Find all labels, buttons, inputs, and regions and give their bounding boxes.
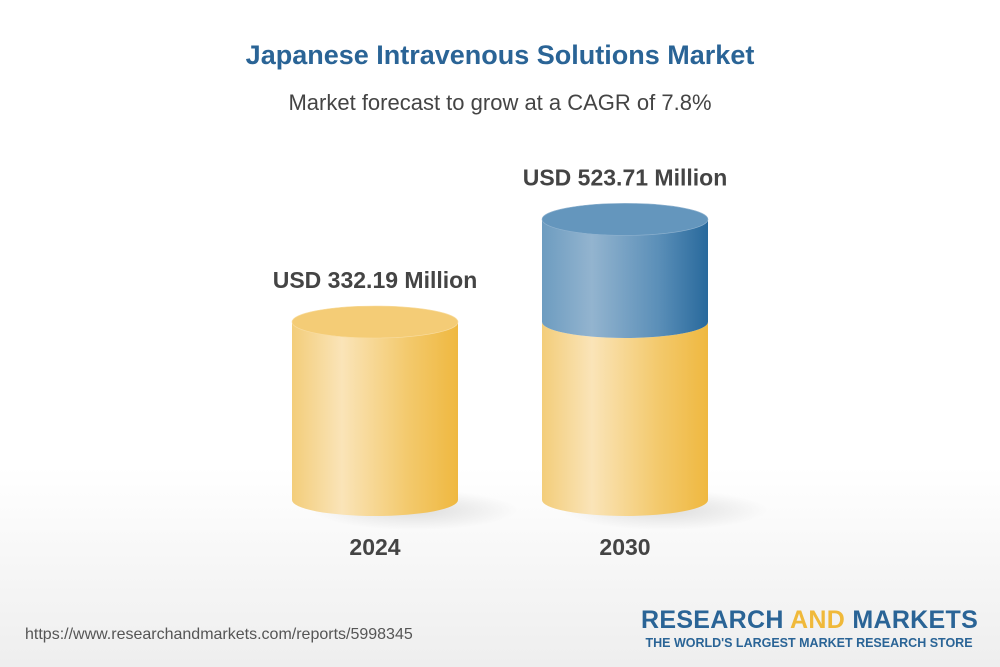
logo-text-markets: MARKETS [845, 606, 979, 634]
cylinder-chart: USD 332.19 Million USD 523.71 Million 20… [273, 164, 768, 560]
category-label-2024: 2024 [349, 534, 400, 560]
category-label-2030: 2030 [599, 534, 650, 560]
source-url[interactable]: https://www.researchandmarkets.com/repor… [25, 626, 413, 643]
logo-text-research: RESEARCH [641, 606, 791, 634]
research-and-markets-logo: RESEARCH AND MARKETS THE WORLD'S LARGEST… [641, 606, 979, 650]
value-label-2030: USD 523.71 Million [523, 164, 728, 190]
chart-subtitle: Market forecast to grow at a CAGR of 7.8… [288, 90, 712, 115]
chart-title: Japanese Intravenous Solutions Market [245, 40, 755, 70]
logo-text-and: AND [790, 606, 846, 634]
bar-growth-2030 [542, 219, 708, 338]
value-label-2024: USD 332.19 Million [273, 267, 478, 293]
bar-top-2024 [291, 305, 459, 339]
bar-top-2030 [541, 203, 709, 236]
bar-base-2024 [292, 322, 458, 516]
logo-tagline: THE WORLD'S LARGEST MARKET RESEARCH STOR… [645, 636, 973, 650]
bar-base-2030 [542, 322, 708, 516]
